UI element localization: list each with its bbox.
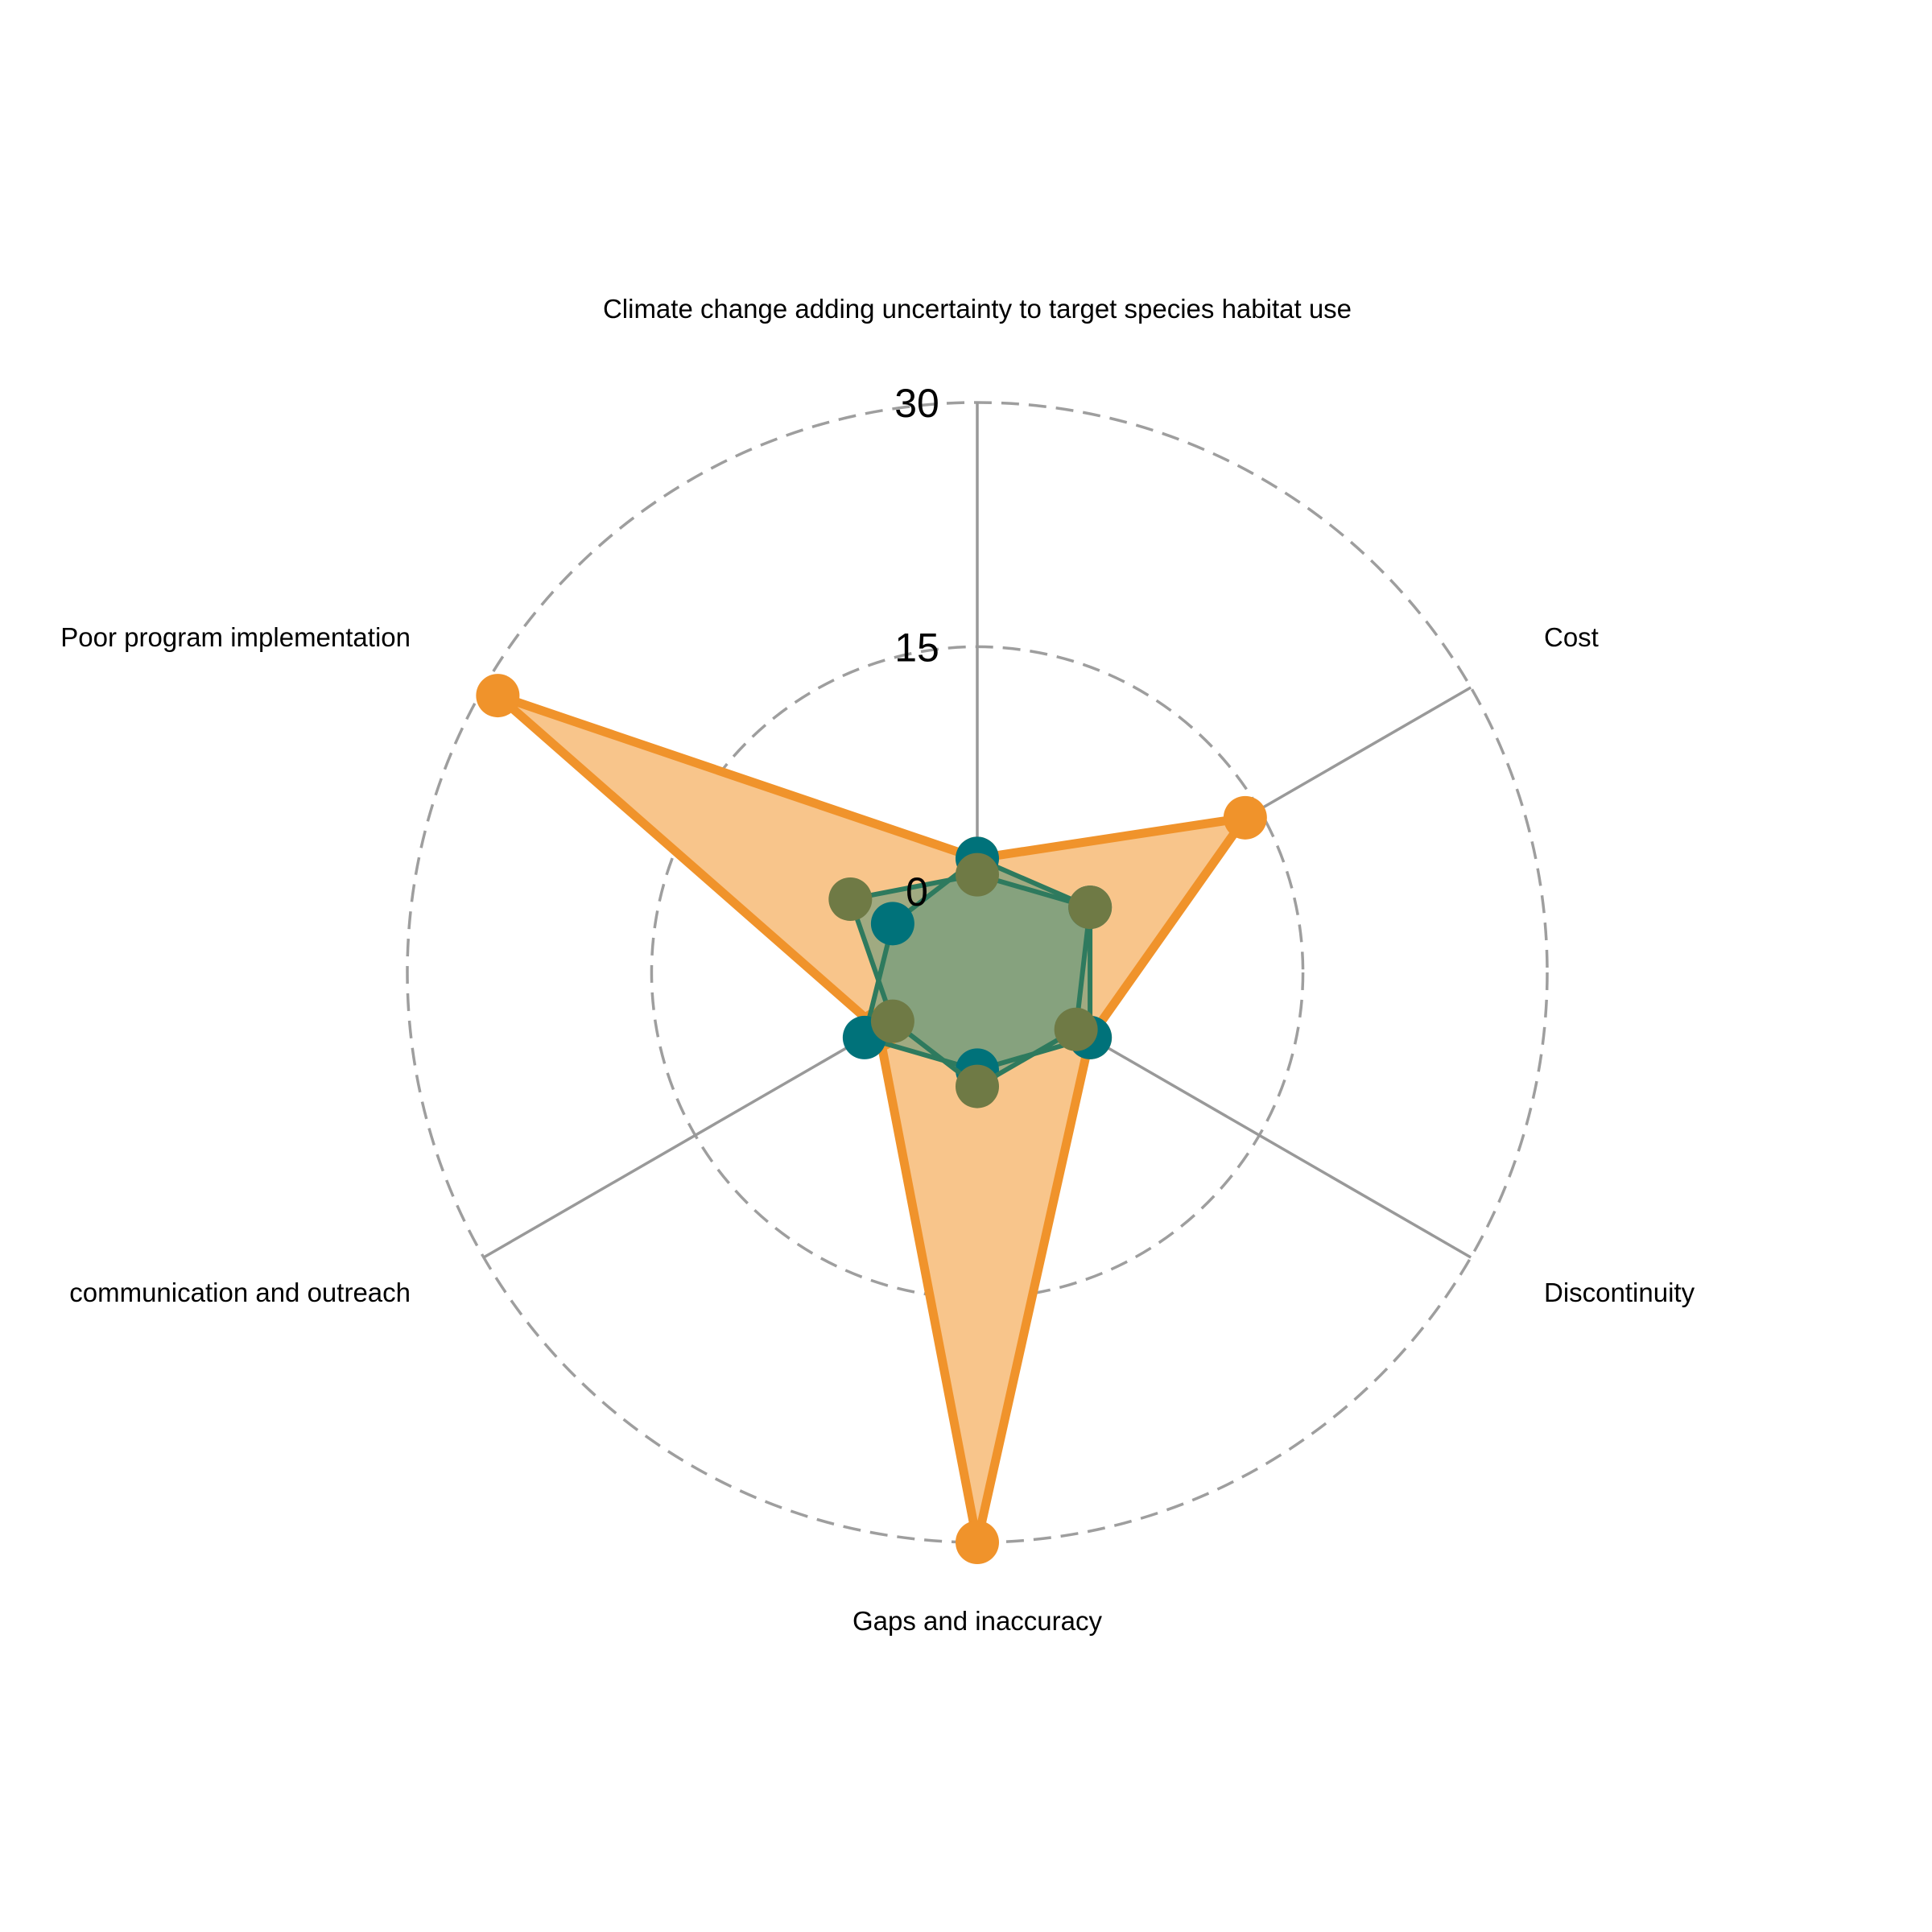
radar-tick-labels: 0 15 30 [894, 381, 939, 914]
tick-label-2: 30 [894, 381, 939, 426]
tick-label-1: 15 [894, 625, 939, 670]
axis-label-1: Cost [1544, 622, 1599, 652]
series-2-point-2 [1054, 1007, 1098, 1051]
series-0-point-3 [956, 1521, 999, 1564]
series-2-point-0 [956, 852, 999, 897]
series-2-point-3 [956, 1064, 999, 1108]
series-2-point-5 [828, 877, 873, 921]
axis-label-5: Poor program implementation [60, 622, 411, 652]
series-0-point-1 [1223, 795, 1267, 840]
axis-label-4: communication and outreach [69, 1278, 411, 1307]
series-0-point-5 [476, 674, 520, 718]
series-2-point-1 [1068, 886, 1113, 930]
axis-label-2: Discontinuity [1544, 1278, 1695, 1307]
series-2-point-4 [870, 999, 914, 1043]
series-1-point-5 [870, 902, 914, 946]
axis-label-0: Climate change adding uncertainty to tar… [603, 294, 1352, 324]
axis-label-3: Gaps and inaccuracy [852, 1606, 1103, 1636]
radar-axis-labels: Climate change adding uncertainty to tar… [60, 294, 1695, 1636]
radar-series [476, 674, 1267, 1564]
series-0-line [494, 691, 1255, 1544]
tick-label-0: 0 [906, 869, 928, 914]
